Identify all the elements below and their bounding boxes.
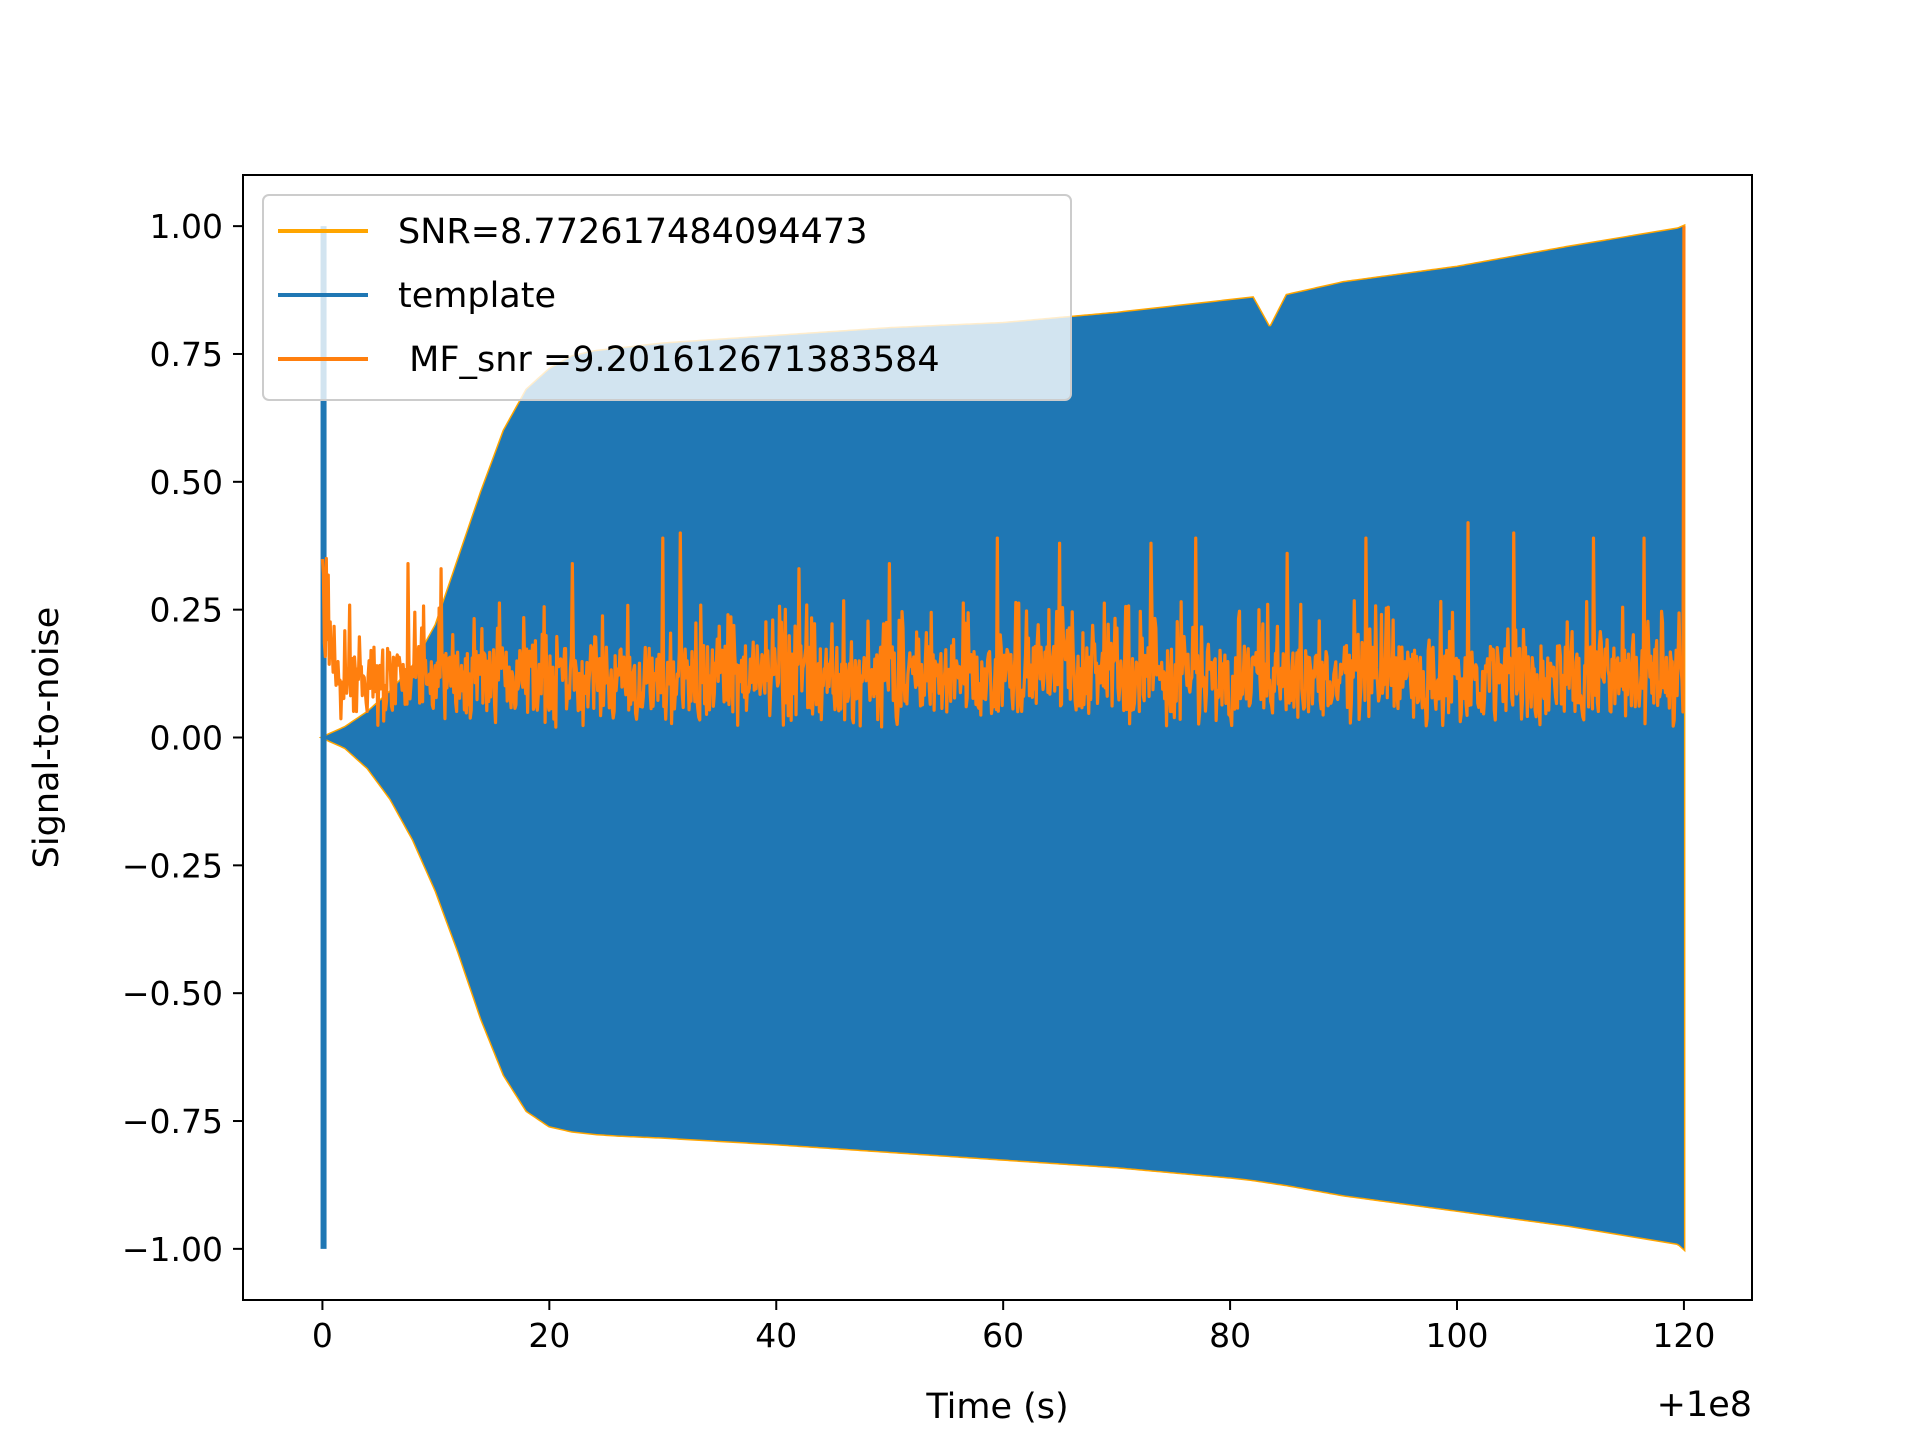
legend-box <box>262 194 1072 401</box>
y-tick-label: 1.00 <box>150 207 223 246</box>
x-axis-label: Time (s) <box>925 1387 1068 1427</box>
legend: SNR=8.772617484094473 template MF_snr =9.… <box>262 194 1072 401</box>
legend-label: SNR=8.772617484094473 <box>398 212 867 252</box>
legend-label: template <box>398 276 556 316</box>
x-tick-label: 20 <box>528 1316 570 1355</box>
y-tick-label: −0.50 <box>122 974 223 1013</box>
y-tick-label: −0.25 <box>122 846 223 885</box>
y-tick-label: −0.75 <box>122 1102 223 1141</box>
y-tick-label: 0.25 <box>150 591 223 630</box>
x-tick-label: 120 <box>1652 1316 1715 1355</box>
x-tick-label: 60 <box>982 1316 1024 1355</box>
y-tick-label: 0.75 <box>150 335 223 374</box>
legend-label: MF_snr =9.201612671383584 <box>398 340 940 380</box>
x-tick-label: 80 <box>1209 1316 1251 1355</box>
y-tick-label: 0.00 <box>150 719 223 758</box>
x-axis-offset-label: +1e8 <box>1657 1385 1752 1425</box>
y-tick-label: −1.00 <box>122 1230 223 1269</box>
x-tick-label: 40 <box>755 1316 797 1355</box>
y-tick-label: 0.50 <box>150 463 223 502</box>
ticks: 0 20 40 60 80 100 120 1.00 0.75 0.50 0.25 0.00 −0.25… <box>122 207 1716 1355</box>
series-mf-snr-line <box>320 226 1686 729</box>
y-axis-label: Signal-to-noise <box>27 607 67 869</box>
series-template-envelope <box>322 226 1684 1249</box>
plot-area <box>242 174 1753 1301</box>
x-tick-label: 100 <box>1426 1316 1489 1355</box>
x-tick-label: 0 <box>312 1316 333 1355</box>
